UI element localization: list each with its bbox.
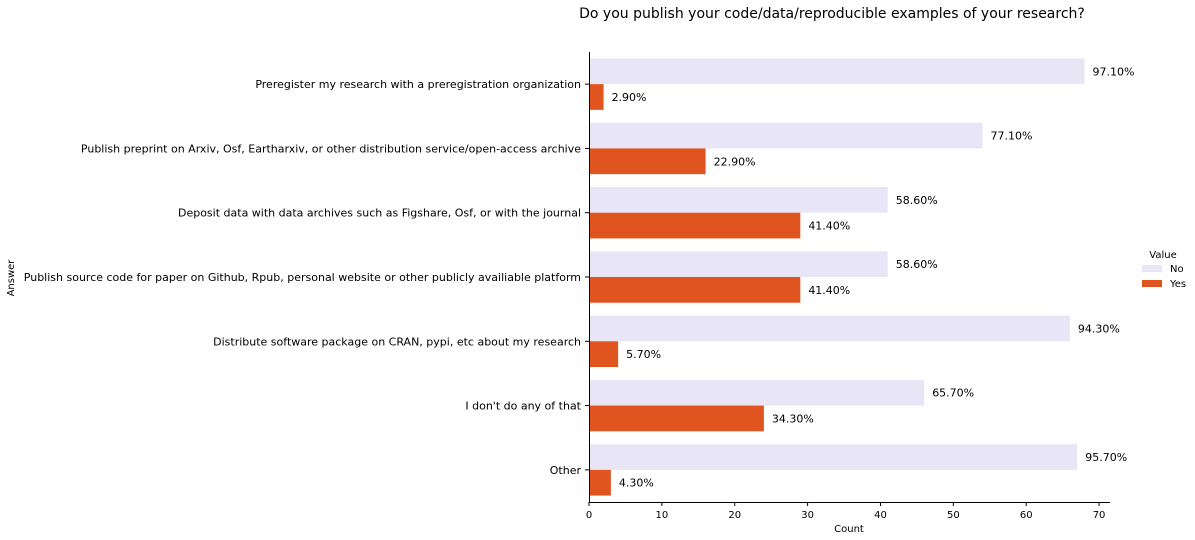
bar-yes <box>589 212 801 239</box>
category-label: I don't do any of that <box>465 400 581 413</box>
data-label: 97.10% <box>1092 65 1134 78</box>
category-label: Publish preprint on Arxiv, Osf, Eartharx… <box>81 142 581 155</box>
data-label: 77.10% <box>990 130 1032 143</box>
x-tick-label: 70 <box>1093 510 1106 521</box>
bar-no <box>589 315 1070 342</box>
legend-title: Value <box>1149 250 1176 261</box>
bar-no <box>589 187 888 213</box>
data-label: 34.30% <box>772 412 814 425</box>
bar-no <box>589 379 925 406</box>
category-label: Deposit data with data archives such as … <box>178 207 581 220</box>
bar-no <box>589 122 983 149</box>
x-tick-label: 0 <box>586 510 592 521</box>
x-tick-label: 50 <box>947 510 960 521</box>
data-label: 2.90% <box>612 91 647 104</box>
bar-yes <box>589 341 619 367</box>
bars-layer <box>589 58 1085 496</box>
x-axis-label: Count <box>834 524 864 535</box>
category-label: Publish source code for paper on Github,… <box>24 271 581 284</box>
category-label: Other <box>550 464 582 477</box>
legend-label: Yes <box>1169 279 1186 290</box>
legend-items: No Yes <box>1142 264 1186 290</box>
bar-yes <box>589 277 801 303</box>
data-label: 22.90% <box>714 155 756 168</box>
legend-label: No <box>1170 264 1184 275</box>
data-label: 58.60% <box>896 258 938 271</box>
category-label: Distribute software package on CRAN, pyp… <box>213 335 581 348</box>
legend: Value No Yes <box>1142 250 1186 290</box>
legend-swatch-no <box>1142 265 1162 272</box>
data-label: 4.30% <box>619 477 654 490</box>
bar-yes <box>589 148 706 175</box>
bar-yes <box>589 405 764 432</box>
data-label: 94.30% <box>1078 322 1120 335</box>
chart-title: Do you publish your code/data/reproducib… <box>579 6 1085 22</box>
x-ticks-layer: 0 10 20 30 40 50 60 70 <box>586 502 1106 521</box>
data-label: 41.40% <box>808 220 850 233</box>
x-tick-label: 20 <box>728 510 741 521</box>
data-label: 5.70% <box>626 348 661 361</box>
x-tick-label: 40 <box>874 510 887 521</box>
bar-no <box>589 58 1085 85</box>
category-label: Preregister my research with a preregist… <box>255 78 581 91</box>
bar-no <box>589 251 888 277</box>
x-tick-label: 60 <box>1020 510 1033 521</box>
data-label: 65.70% <box>932 387 974 400</box>
x-tick-label: 10 <box>655 510 668 521</box>
x-tick-label: 30 <box>801 510 814 521</box>
bar-no <box>589 444 1078 470</box>
y-axis-label: Answer <box>6 259 17 297</box>
data-label: 95.70% <box>1085 451 1127 464</box>
bar-yes <box>589 469 611 496</box>
data-labels-layer: 97.10% 2.90% 77.10% 22.90% 58.60% 41.40% 58.60… <box>612 65 1135 489</box>
data-label: 58.60% <box>896 194 938 207</box>
data-label: 41.40% <box>808 284 850 297</box>
bar-yes <box>589 84 604 110</box>
category-labels-layer: Preregister my research with a preregist… <box>24 78 589 477</box>
legend-swatch-yes <box>1142 280 1162 287</box>
